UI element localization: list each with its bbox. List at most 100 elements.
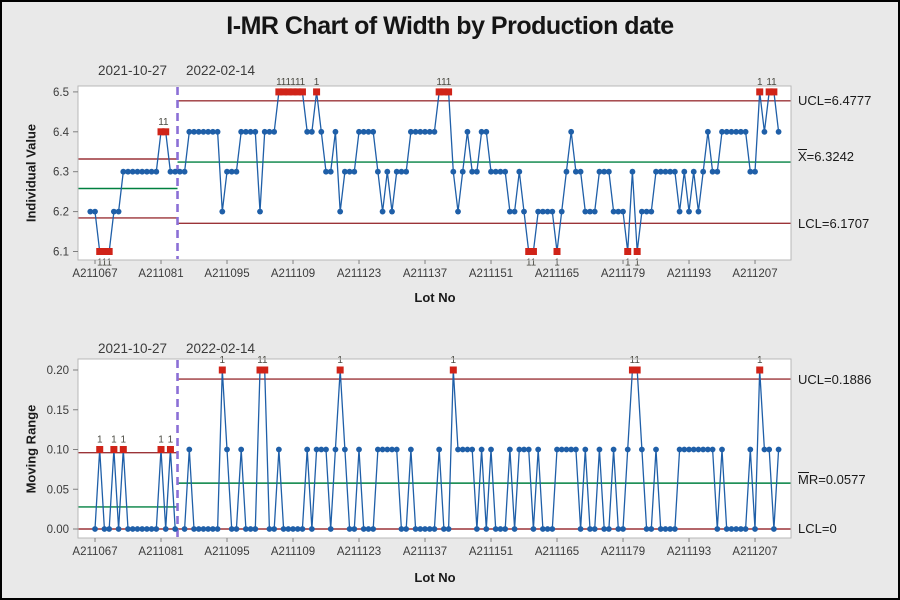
data-point [563, 446, 570, 453]
out-of-control-point [256, 366, 264, 374]
data-point [115, 526, 122, 532]
data-point [191, 526, 197, 532]
mrbar-symbol: M [798, 472, 809, 487]
y-tick-label: 0.00 [47, 524, 69, 536]
data-point [148, 526, 155, 532]
data-point [186, 446, 193, 453]
stage-label-1: 2021-10-27 [98, 63, 168, 78]
test-1-label: 1 [158, 435, 164, 446]
data-point [638, 446, 645, 453]
data-point [224, 446, 230, 453]
x-tick-label: A211067 [72, 546, 117, 558]
data-point [450, 168, 457, 175]
data-point [167, 168, 174, 175]
data-point [337, 208, 344, 215]
data-point [525, 446, 532, 453]
data-point [209, 526, 216, 532]
data-point [700, 446, 707, 453]
data-point [129, 168, 136, 175]
xbar-value: =6.3242 [806, 149, 855, 164]
data-point [162, 526, 169, 532]
data-point [521, 446, 527, 453]
data-point [752, 168, 758, 175]
data-point [398, 526, 405, 532]
data-point [544, 208, 551, 215]
y-tick-label: 0.10 [47, 445, 69, 457]
data-point [558, 208, 565, 215]
data-point [209, 128, 216, 135]
data-point [695, 208, 702, 215]
data-point [205, 526, 212, 532]
data-point [775, 446, 782, 453]
data-point [374, 168, 381, 175]
data-point [290, 526, 296, 532]
data-point [228, 168, 235, 175]
data-point [356, 446, 362, 453]
data-point [134, 168, 141, 175]
data-point [304, 446, 311, 453]
data-point [360, 128, 367, 135]
data-point [577, 168, 584, 175]
data-point [728, 128, 735, 135]
test-1-label: 1 [262, 355, 268, 366]
y-tick-label: 0.20 [47, 365, 69, 377]
data-point [544, 526, 551, 532]
data-point [577, 526, 584, 532]
test-1-label: 1 [771, 77, 777, 88]
data-point [431, 128, 438, 135]
data-point [370, 128, 377, 135]
data-point [327, 526, 334, 532]
test-1-label: 1 [634, 355, 640, 366]
data-point [431, 526, 438, 532]
data-point [653, 446, 659, 453]
data-point [389, 446, 395, 453]
data-point [143, 168, 150, 175]
data-point [351, 526, 358, 532]
data-point [181, 168, 188, 175]
test-1-label: 1 [757, 355, 763, 366]
data-point [313, 446, 320, 453]
data-point [384, 446, 391, 453]
data-point [195, 526, 202, 532]
data-point [714, 526, 721, 532]
data-point [657, 526, 664, 532]
data-point [737, 128, 744, 135]
out-of-control-point [449, 366, 457, 374]
data-point [742, 128, 749, 135]
out-of-control-point [100, 248, 108, 255]
data-point [723, 526, 730, 532]
data-point [539, 526, 546, 532]
test-1-label: 1 [766, 77, 772, 88]
data-point [488, 446, 494, 453]
data-point [752, 526, 758, 532]
x-tick-label: A211137 [403, 268, 447, 280]
data-point [346, 168, 353, 175]
individuals-plot[interactable]: 11111111111111111111111A211067A211081A21… [53, 77, 792, 280]
data-point [723, 128, 730, 135]
test-1-label: 1 [625, 258, 631, 269]
individuals-ucl-label: UCL=6.4777 [798, 93, 872, 108]
data-point [662, 526, 669, 532]
data-point [554, 446, 560, 453]
out-of-control-point [280, 88, 288, 96]
data-point [153, 526, 160, 532]
moving-range-lcl-label: LCL=0 [798, 521, 837, 536]
xbar-symbol: X [798, 149, 807, 164]
out-of-control-point [756, 88, 764, 96]
stage-label-2: 2022-02-14 [186, 63, 256, 78]
moving-range-ucl-label: UCL=0.1886 [798, 372, 872, 387]
data-point [214, 128, 221, 135]
data-point [115, 208, 122, 215]
data-point [426, 526, 433, 532]
data-point [356, 128, 362, 135]
data-point [483, 128, 490, 135]
data-point [643, 526, 650, 532]
data-point [591, 526, 598, 532]
out-of-control-point [525, 248, 533, 255]
data-point [299, 526, 306, 532]
out-of-control-point [770, 88, 778, 96]
data-point [143, 526, 150, 532]
data-point [473, 526, 480, 532]
